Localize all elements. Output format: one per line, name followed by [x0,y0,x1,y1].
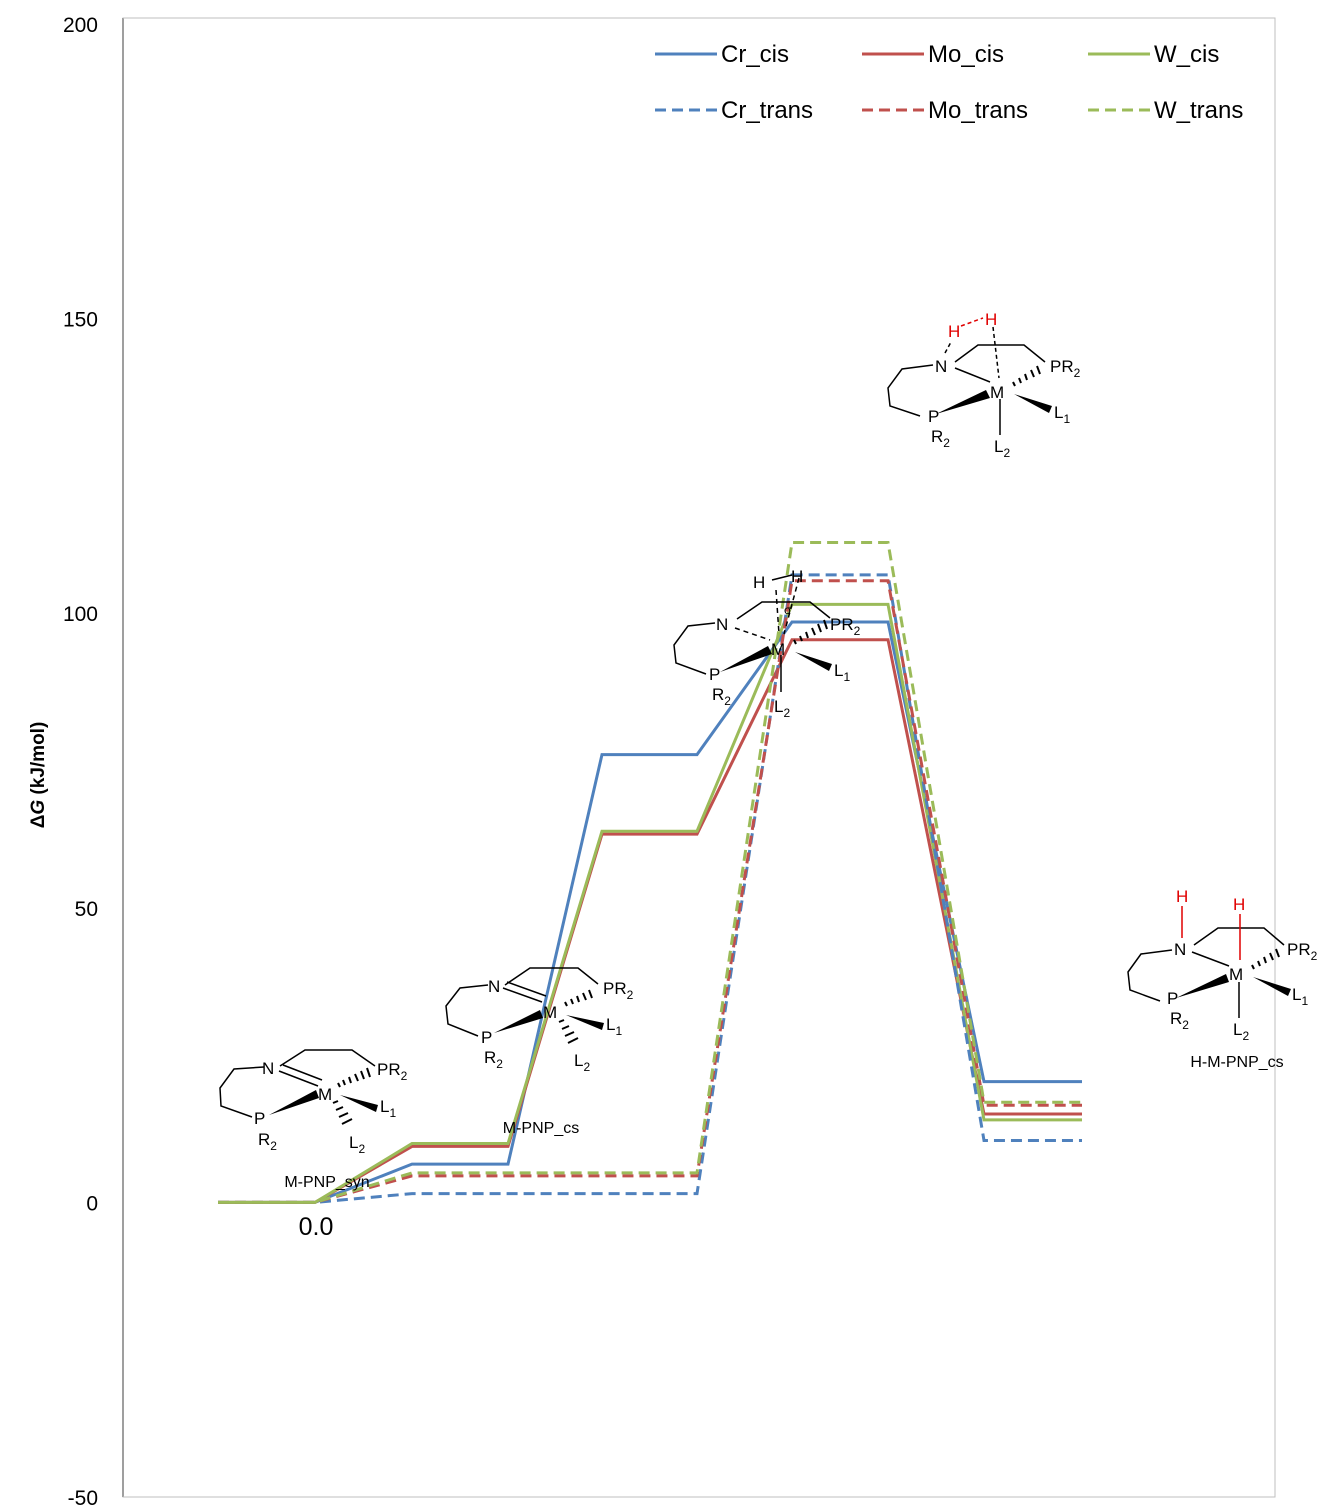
cs-atom-l2: L2 [574,1051,590,1074]
y-tick-label: 200 [63,14,98,37]
hmpnp-atom-h1: H [1176,887,1188,906]
structure-ts-top [887,317,1052,435]
tstop-atom-pr2: PR2 [1050,357,1081,380]
series-line-w-cis [218,602,1082,1204]
cs-atom-r2: R2 [484,1048,503,1071]
series-lines [218,541,1082,1204]
tstop-atom-h1: H [948,322,960,341]
syn-atom-r2: R2 [258,1130,277,1153]
y-tick-label: 100 [63,603,98,626]
tstop-atom-n: N [935,357,947,376]
legend-label: Mo_cis [928,41,1004,68]
hmpnp-atom-m: M [1229,965,1243,984]
y-ticks: -50 0 50 100 150 200 [63,14,98,1510]
ts-atom-n: N [716,615,728,634]
legend-label: W_trans [1154,97,1243,124]
ts-atom-pr2: PR2 [830,615,861,638]
y-tick-label: 0 [86,1192,98,1215]
hmpnp-atom-n: N [1174,940,1186,959]
structure-ts [673,574,832,692]
syn-atom-p: P [254,1109,265,1128]
cs-atom-n: N [488,977,500,996]
y-tick-label: 150 [63,309,98,332]
syn-atom-pr2: PR2 [377,1060,408,1083]
tstop-atom-m: M [990,383,1004,402]
legend-label: Cr_cis [721,41,789,68]
state-label-hmpnp-cs: H-M-PNP_cs [1190,1054,1283,1071]
legend: Cr_cis Mo_cis W_cis Cr_trans Mo_trans W_trans [655,41,1243,124]
ts-atom-l2: L2 [774,697,790,720]
syn-atom-n: N [262,1059,274,1078]
tstop-atom-l1: L1 [1054,403,1070,426]
series-line-w-trans [218,541,1082,1204]
tstop-atom-h2: H [985,310,997,329]
syn-atom-l2: L2 [349,1133,365,1156]
tstop-atom-p: P [928,407,939,426]
cs-atom-l1: L1 [606,1015,622,1038]
ts-atom-l1: L1 [834,661,850,684]
ts-atom-h2: H [791,567,803,586]
tstop-atom-r2: R2 [931,427,950,450]
tstop-atom-l2: L2 [994,437,1010,460]
hmpnp-atom-h2: H [1233,895,1245,914]
state-label-mpnp-cs: M-PNP_cs [503,1120,579,1137]
y-tick-label: 50 [75,898,98,921]
hmpnp-atom-l2: L2 [1233,1020,1249,1043]
plot-border [122,17,1276,1498]
hmpnp-atom-p: P [1167,989,1178,1008]
cs-atom-pr2: PR2 [603,979,634,1002]
legend-label: Mo_trans [928,97,1028,124]
ts-atom-r2: R2 [712,685,731,708]
hmpnp-atom-l1: L1 [1292,985,1308,1008]
y-axis-label: ΔG (kJ/mol) [28,722,49,829]
ts-atom-m: M [771,640,785,659]
ts-atom-p: P [709,665,720,684]
series-line-mo-trans [218,579,1082,1204]
structure-mpnp-cs [445,967,604,1044]
y-tick-label: -50 [68,1487,98,1510]
cs-atom-m: M [543,1003,557,1022]
ts-sigma: σ [784,603,792,617]
state-label-mpnp-syn: M-PNP_syn [284,1174,369,1191]
zero-annotation: 0.0 [299,1213,334,1241]
syn-atom-l1: L1 [380,1097,396,1120]
legend-label: Cr_trans [721,97,813,124]
structure-mpnp-syn [219,1049,378,1125]
series-line-cr-cis [218,620,1082,1204]
hmpnp-atom-r2: R2 [1170,1009,1189,1032]
syn-atom-m: M [318,1085,332,1104]
hmpnp-atom-pr2: PR2 [1287,940,1318,963]
cs-atom-p: P [481,1028,492,1047]
series-line-cr-trans [218,573,1082,1204]
structure-hmpnp-cs [1127,906,1291,1018]
legend-label: W_cis [1154,41,1219,68]
ts-atom-h1: H [753,573,765,592]
